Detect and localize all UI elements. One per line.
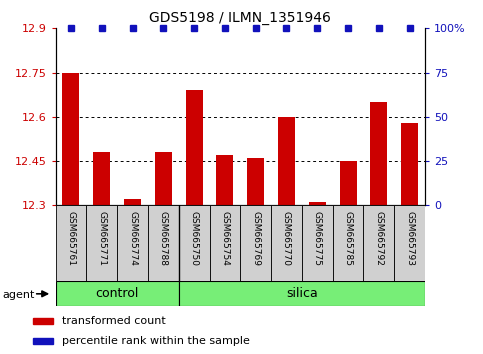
Bar <box>210 205 240 281</box>
Bar <box>86 205 117 281</box>
Text: GSM665788: GSM665788 <box>159 211 168 267</box>
Text: GSM665761: GSM665761 <box>67 211 75 267</box>
Text: GSM665775: GSM665775 <box>313 211 322 267</box>
Bar <box>370 102 387 205</box>
Bar <box>302 205 333 281</box>
Text: control: control <box>96 287 139 300</box>
Bar <box>148 205 179 281</box>
Bar <box>340 161 356 205</box>
Bar <box>394 205 425 281</box>
Bar <box>33 338 53 344</box>
Bar <box>240 205 271 281</box>
Text: GSM665750: GSM665750 <box>190 211 199 267</box>
Bar <box>309 202 326 205</box>
Bar <box>155 152 172 205</box>
Bar <box>278 117 295 205</box>
Bar <box>117 205 148 281</box>
Bar <box>185 90 202 205</box>
Text: transformed count: transformed count <box>61 316 165 326</box>
Bar <box>62 73 79 205</box>
Text: percentile rank within the sample: percentile rank within the sample <box>61 336 249 346</box>
Bar <box>271 205 302 281</box>
Text: GSM665754: GSM665754 <box>220 211 229 266</box>
Bar <box>56 205 86 281</box>
Text: GSM665769: GSM665769 <box>251 211 260 267</box>
Bar <box>401 123 418 205</box>
Text: GSM665774: GSM665774 <box>128 211 137 266</box>
Text: agent: agent <box>2 290 35 299</box>
Bar <box>333 205 364 281</box>
Bar <box>179 281 425 306</box>
Bar <box>179 205 210 281</box>
Text: GSM665793: GSM665793 <box>405 211 414 267</box>
Bar <box>364 205 394 281</box>
Text: GSM665771: GSM665771 <box>97 211 106 267</box>
Bar <box>124 199 141 205</box>
Bar <box>216 155 233 205</box>
Text: silica: silica <box>286 287 318 300</box>
Text: GSM665792: GSM665792 <box>374 211 384 266</box>
Bar <box>247 158 264 205</box>
Text: GSM665770: GSM665770 <box>282 211 291 267</box>
Bar <box>93 152 110 205</box>
Bar <box>56 281 179 306</box>
Text: GSM665785: GSM665785 <box>343 211 353 267</box>
Title: GDS5198 / ILMN_1351946: GDS5198 / ILMN_1351946 <box>149 11 331 24</box>
Bar <box>33 318 53 324</box>
